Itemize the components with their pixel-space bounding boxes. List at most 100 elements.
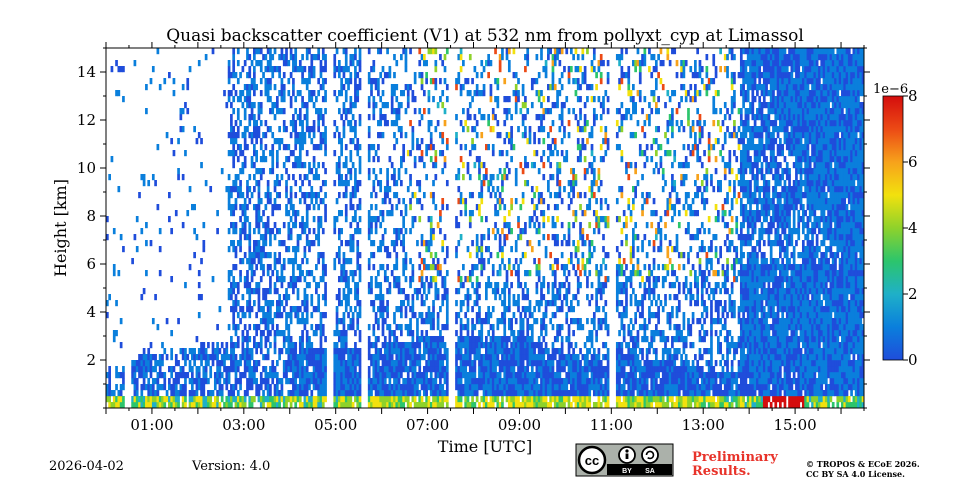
heatmap-cell — [393, 132, 396, 139]
heatmap-cell — [351, 276, 355, 283]
heatmap-cell — [625, 234, 628, 241]
heatmap-cell — [560, 264, 564, 271]
heatmap-cell — [526, 162, 530, 169]
heatmap-cell — [174, 210, 178, 217]
heatmap-cell — [485, 372, 488, 379]
heatmap-cell — [422, 60, 426, 67]
heatmap-cell — [186, 108, 190, 115]
heatmap-cell — [560, 336, 564, 343]
heatmap-cell — [170, 366, 174, 373]
heatmap-cell — [498, 378, 502, 385]
heatmap-cell — [503, 138, 507, 145]
heatmap-cell — [236, 144, 240, 151]
heatmap-cell — [510, 396, 513, 403]
heatmap-cell — [491, 150, 495, 157]
heatmap-cell — [317, 120, 321, 127]
heatmap-cell — [480, 216, 484, 223]
heatmap-cell — [230, 342, 233, 349]
heatmap-cell — [618, 372, 621, 379]
heatmap-cell — [599, 114, 603, 121]
heatmap-cell — [491, 354, 495, 361]
heatmap-cell — [324, 150, 327, 157]
heatmap-cell — [567, 228, 571, 235]
heatmap-cell — [528, 384, 532, 391]
heatmap-cell — [629, 270, 633, 277]
heatmap-cell — [432, 276, 435, 283]
heatmap-cell — [491, 270, 495, 277]
heatmap-cell — [158, 228, 162, 235]
heatmap-cell — [439, 348, 442, 355]
heatmap-cell — [569, 186, 573, 193]
heatmap-cell — [333, 216, 337, 223]
heatmap-cell — [413, 348, 417, 355]
heatmap-cell — [372, 396, 376, 403]
heatmap-cell — [264, 366, 268, 373]
heatmap-cell — [551, 396, 555, 403]
heatmap-cell — [549, 390, 553, 397]
heatmap-cell — [296, 318, 300, 325]
heatmap-cell — [158, 384, 162, 391]
heatmap-cell — [572, 384, 575, 391]
heatmap-cell — [574, 180, 578, 187]
heatmap-cell — [462, 372, 465, 379]
heatmap-cell — [184, 360, 187, 367]
heatmap-cell — [312, 144, 316, 151]
heatmap-cell — [317, 126, 321, 133]
heatmap-cell — [528, 306, 532, 313]
heatmap-cell — [301, 78, 304, 85]
heatmap-cell — [581, 252, 585, 259]
heatmap-cell — [553, 378, 557, 385]
heatmap-cell — [583, 384, 587, 391]
heatmap-cell — [466, 324, 470, 331]
heatmap-cell — [285, 246, 288, 253]
heatmap-cell — [239, 318, 242, 325]
heatmap-cell — [381, 210, 385, 217]
heatmap-cell — [236, 288, 240, 295]
heatmap-cell — [462, 174, 465, 181]
heatmap-cell — [416, 240, 419, 247]
heatmap-cell — [480, 162, 484, 169]
heatmap-cell — [475, 264, 479, 271]
heatmap-cell — [572, 354, 575, 361]
heatmap-cell — [319, 66, 323, 73]
heatmap-cell — [195, 336, 199, 343]
heatmap-cell — [317, 300, 321, 307]
heatmap-cell — [505, 276, 509, 283]
heatmap-cell — [337, 138, 341, 145]
heatmap-cell — [574, 246, 578, 253]
heatmap-cell — [250, 354, 254, 361]
heatmap-cell — [324, 390, 327, 397]
heatmap-cell — [404, 276, 408, 283]
heatmap-cell — [337, 366, 341, 373]
heatmap-cell — [349, 150, 353, 157]
heatmap-cell — [248, 366, 252, 373]
heatmap-cell — [292, 384, 295, 391]
heatmap-cell — [565, 360, 569, 367]
heatmap-cell — [243, 60, 247, 67]
heatmap-cell — [333, 390, 337, 397]
heatmap-cell — [618, 396, 621, 403]
heatmap-cell — [549, 192, 553, 199]
heatmap-cell — [459, 54, 463, 61]
heatmap-cell — [294, 246, 298, 253]
heatmap-cell — [537, 198, 541, 205]
heatmap-cell — [625, 72, 628, 79]
heatmap-cell — [115, 366, 118, 373]
heatmap-cell — [549, 378, 553, 385]
heatmap-cell — [250, 366, 254, 373]
heatmap-cell — [478, 192, 481, 199]
heatmap-cell — [434, 66, 438, 73]
heatmap-cell — [356, 180, 360, 187]
heatmap-cell — [255, 324, 258, 331]
heatmap-cell — [269, 150, 272, 157]
heatmap-cell — [482, 84, 486, 91]
heatmap-cell — [294, 354, 298, 361]
heatmap-cell — [512, 264, 516, 271]
heatmap-cell — [542, 384, 546, 391]
heatmap-cell — [259, 306, 263, 313]
heatmap-cell — [445, 390, 449, 397]
heatmap-cell — [285, 204, 288, 211]
heatmap-cell — [519, 348, 523, 355]
heatmap-cell — [246, 204, 249, 211]
heatmap-cell — [519, 372, 523, 379]
